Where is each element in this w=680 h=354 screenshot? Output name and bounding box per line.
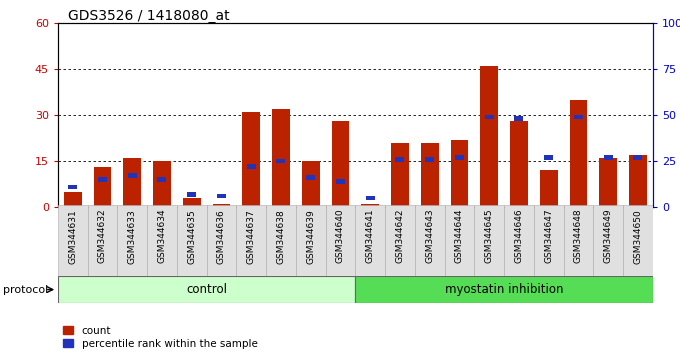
Text: GSM344649: GSM344649 — [604, 209, 613, 263]
Bar — [207, 205, 237, 276]
Text: GSM344632: GSM344632 — [98, 209, 107, 263]
Bar — [153, 161, 171, 207]
Bar — [277, 159, 286, 164]
Bar — [118, 205, 147, 276]
Bar — [247, 164, 256, 169]
Text: GSM344639: GSM344639 — [306, 209, 315, 264]
Bar — [88, 205, 118, 276]
Bar — [450, 139, 469, 207]
Bar — [361, 204, 379, 207]
Bar — [425, 157, 434, 161]
Bar — [623, 205, 653, 276]
Bar — [475, 205, 504, 276]
Text: myostatin inhibition: myostatin inhibition — [445, 283, 563, 296]
Text: GSM344637: GSM344637 — [247, 209, 256, 264]
Text: GSM344634: GSM344634 — [158, 209, 167, 263]
Bar — [385, 205, 415, 276]
Bar — [336, 179, 345, 184]
Bar — [634, 155, 643, 160]
Bar — [445, 205, 475, 276]
Bar — [391, 143, 409, 207]
Text: GSM344638: GSM344638 — [277, 209, 286, 264]
Text: GSM344647: GSM344647 — [544, 209, 553, 263]
Text: GSM344645: GSM344645 — [485, 209, 494, 263]
Bar — [515, 116, 524, 121]
Bar — [570, 100, 588, 207]
Bar — [455, 155, 464, 160]
Bar — [217, 194, 226, 198]
Bar — [504, 205, 534, 276]
Bar — [593, 205, 623, 276]
Bar — [604, 155, 613, 160]
Bar — [629, 155, 647, 207]
Bar — [237, 205, 266, 276]
Text: GSM344635: GSM344635 — [187, 209, 196, 264]
Bar — [128, 173, 137, 178]
Bar — [213, 204, 231, 207]
Bar — [485, 115, 494, 119]
Bar — [599, 158, 617, 207]
Bar — [540, 170, 558, 207]
Bar — [58, 205, 88, 276]
Bar — [534, 205, 564, 276]
Text: GSM344648: GSM344648 — [574, 209, 583, 263]
Bar — [183, 198, 201, 207]
Bar — [326, 205, 355, 276]
Bar — [68, 184, 77, 189]
Text: GSM344636: GSM344636 — [217, 209, 226, 264]
Bar — [574, 115, 583, 119]
Bar — [266, 205, 296, 276]
Bar — [98, 177, 107, 182]
Bar — [564, 205, 593, 276]
Bar — [147, 205, 177, 276]
Text: GDS3526 / 1418080_at: GDS3526 / 1418080_at — [68, 9, 230, 23]
Legend: count, percentile rank within the sample: count, percentile rank within the sample — [63, 326, 258, 349]
Bar — [187, 192, 196, 196]
Text: GSM344631: GSM344631 — [68, 209, 77, 264]
Text: GSM344640: GSM344640 — [336, 209, 345, 263]
Bar — [58, 276, 355, 303]
Text: GSM344641: GSM344641 — [366, 209, 375, 263]
Bar — [544, 155, 553, 160]
Bar — [123, 158, 141, 207]
Bar — [306, 175, 315, 180]
Bar — [355, 205, 385, 276]
Bar — [64, 192, 82, 207]
Text: GSM344643: GSM344643 — [425, 209, 434, 263]
Bar — [396, 157, 405, 161]
Text: control: control — [186, 283, 227, 296]
Text: GSM344633: GSM344633 — [128, 209, 137, 264]
Bar — [302, 161, 320, 207]
Bar — [421, 143, 439, 207]
Text: GSM344646: GSM344646 — [515, 209, 524, 263]
Bar — [366, 195, 375, 200]
Bar — [177, 205, 207, 276]
Bar — [415, 205, 445, 276]
Text: GSM344644: GSM344644 — [455, 209, 464, 263]
Text: protocol: protocol — [3, 285, 49, 295]
Bar — [242, 112, 260, 207]
Bar — [158, 177, 167, 182]
Bar — [480, 66, 498, 207]
Bar — [272, 109, 290, 207]
Text: GSM344642: GSM344642 — [396, 209, 405, 263]
Bar — [296, 205, 326, 276]
Bar — [94, 167, 112, 207]
Bar — [510, 121, 528, 207]
Bar — [355, 276, 653, 303]
Text: GSM344650: GSM344650 — [634, 209, 643, 264]
Bar — [332, 121, 350, 207]
